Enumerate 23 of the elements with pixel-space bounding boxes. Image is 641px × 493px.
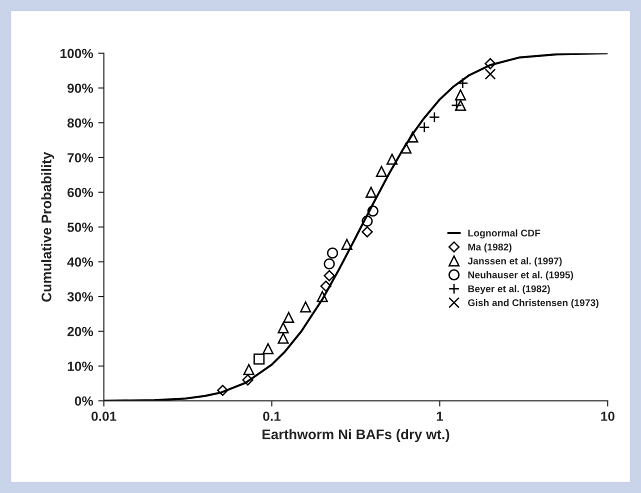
legend-label: Neuhauser et al. (1995) bbox=[468, 271, 574, 280]
y-tick-label: 10% bbox=[68, 362, 94, 371]
legend-label: Gish and Christensen (1973) bbox=[468, 299, 598, 308]
y-tick-label: 0% bbox=[74, 396, 94, 406]
y-tick-label: 100% bbox=[60, 48, 94, 58]
legend-label: Janssen et al. (1997) bbox=[468, 257, 562, 266]
y-tick-label: 90% bbox=[67, 84, 94, 93]
y-tick-label: 40% bbox=[67, 257, 94, 267]
y-tick-label: 30% bbox=[67, 292, 94, 302]
x-tick-label: 0.1 bbox=[263, 412, 281, 421]
legend-label: Beyer et al. (1982) bbox=[468, 285, 550, 294]
y-tick-label: 80% bbox=[67, 118, 94, 128]
x-tick-label: 1 bbox=[436, 412, 444, 421]
y-tick-label: 50% bbox=[67, 222, 94, 232]
y-tick-label: 60% bbox=[68, 188, 94, 198]
legend-label: Ma (1982) bbox=[468, 243, 512, 252]
y-tick-label: 20% bbox=[67, 326, 94, 336]
x-tick-label: 10 bbox=[601, 412, 614, 421]
x-axis-title: Earthworm Ni BAFs (dry wt.) bbox=[262, 429, 450, 442]
y-axis-title: Cumulative Probability bbox=[41, 152, 54, 302]
legend-label: Lognormal CDF bbox=[468, 229, 540, 238]
x-tick-label: 0.01 bbox=[92, 412, 116, 421]
y-tick-label: 70% bbox=[68, 153, 94, 162]
